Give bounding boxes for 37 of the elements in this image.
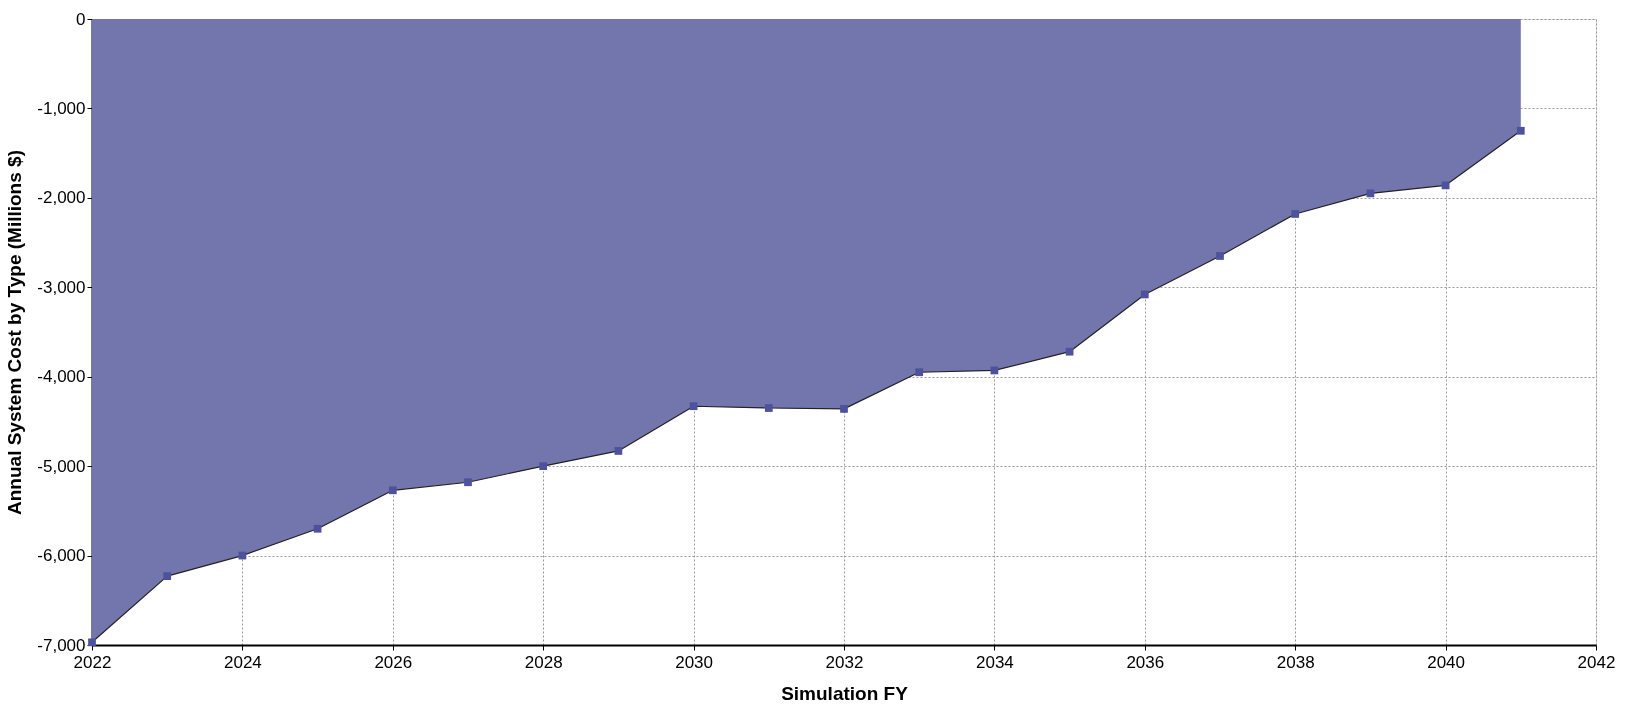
point	[689, 402, 698, 411]
x-tick-label: 2028	[524, 652, 563, 672]
y-axis-title: Annual System Cost by Type (Millions $)	[4, 150, 26, 515]
point	[1216, 252, 1224, 260]
point	[764, 404, 773, 412]
point	[840, 405, 848, 413]
x-tick-label: 2024	[223, 652, 262, 672]
point	[464, 478, 472, 487]
x-tick-label: 2042	[1577, 652, 1616, 672]
point	[388, 486, 397, 495]
x-tick-label: 2034	[975, 652, 1014, 672]
y-tick-label: -3,000	[37, 277, 86, 297]
point	[1140, 290, 1149, 299]
point	[313, 524, 322, 533]
y-tick-label: -7,000	[37, 635, 86, 655]
point	[1516, 126, 1525, 135]
x-tick-label: 2036	[1126, 652, 1165, 672]
point	[163, 572, 172, 581]
point	[915, 368, 924, 377]
x-tick-label: 2030	[675, 652, 714, 672]
point	[1065, 347, 1074, 356]
point	[539, 462, 548, 471]
x-tick-label: 2032	[825, 652, 864, 672]
y-tick-label: -6,000	[37, 546, 86, 566]
x-axis-title: Simulation FY	[781, 682, 909, 704]
point	[1291, 210, 1300, 218]
x-tick-label: 2040	[1427, 652, 1466, 672]
x-tick-label: 2022	[73, 652, 112, 672]
y-tick-label: -5,000	[37, 456, 86, 476]
y-tick-label: -1,000	[37, 98, 86, 118]
x-tick-label: 2026	[374, 652, 413, 672]
point	[1441, 181, 1450, 190]
x-tick-label: 2038	[1276, 652, 1315, 672]
point	[614, 447, 623, 455]
y-tick-label: 0	[76, 9, 86, 29]
y-tick-label: -4,000	[37, 367, 86, 387]
y-tick-label: -2,000	[37, 188, 86, 208]
